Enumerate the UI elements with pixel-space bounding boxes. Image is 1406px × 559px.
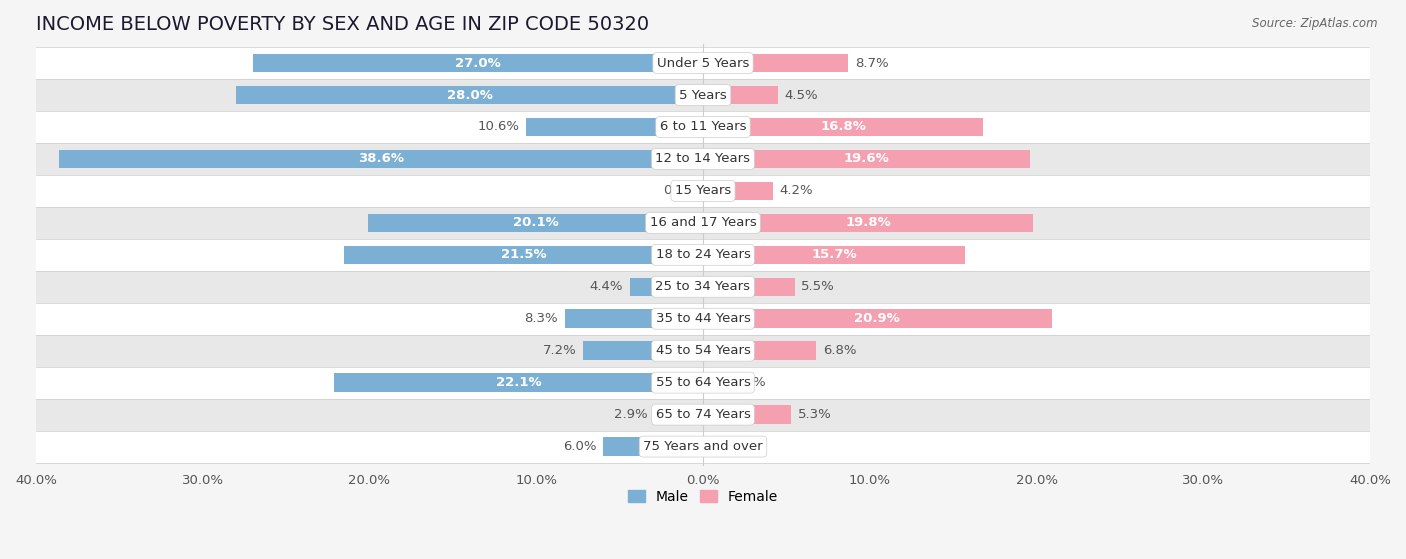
Bar: [37, 271, 1369, 303]
Bar: [236, 86, 703, 105]
Bar: [703, 373, 727, 392]
Text: 55 to 64 Years: 55 to 64 Years: [655, 376, 751, 389]
Text: 38.6%: 38.6%: [359, 153, 404, 165]
Text: 18 to 24 Years: 18 to 24 Years: [655, 248, 751, 261]
Bar: [565, 310, 703, 328]
Bar: [703, 86, 778, 105]
Bar: [37, 399, 1369, 430]
Bar: [37, 207, 1369, 239]
Text: 4.2%: 4.2%: [780, 184, 813, 197]
Text: 21.5%: 21.5%: [501, 248, 547, 261]
Bar: [37, 143, 1369, 175]
Bar: [37, 430, 1369, 462]
Text: 20.9%: 20.9%: [855, 312, 900, 325]
Bar: [630, 277, 703, 296]
Bar: [703, 310, 1052, 328]
Text: 25 to 34 Years: 25 to 34 Years: [655, 280, 751, 293]
Bar: [703, 342, 817, 360]
Text: 20.1%: 20.1%: [513, 216, 558, 229]
Text: 7.2%: 7.2%: [543, 344, 576, 357]
Text: 8.7%: 8.7%: [855, 56, 889, 69]
Bar: [526, 118, 703, 136]
Text: 65 to 74 Years: 65 to 74 Years: [655, 408, 751, 421]
Bar: [703, 277, 794, 296]
Text: 15.7%: 15.7%: [811, 248, 856, 261]
Bar: [583, 342, 703, 360]
Text: 22.1%: 22.1%: [496, 376, 541, 389]
Text: 35 to 44 Years: 35 to 44 Years: [655, 312, 751, 325]
Text: 6.0%: 6.0%: [562, 440, 596, 453]
Text: 1.4%: 1.4%: [733, 376, 766, 389]
Text: Source: ZipAtlas.com: Source: ZipAtlas.com: [1253, 17, 1378, 30]
Bar: [37, 79, 1369, 111]
Text: 19.8%: 19.8%: [845, 216, 891, 229]
Bar: [335, 373, 703, 392]
Bar: [37, 335, 1369, 367]
Bar: [37, 367, 1369, 399]
Bar: [37, 111, 1369, 143]
Text: 4.4%: 4.4%: [589, 280, 623, 293]
Text: 4.5%: 4.5%: [785, 88, 818, 102]
Bar: [703, 182, 773, 200]
Text: 28.0%: 28.0%: [447, 88, 492, 102]
Bar: [703, 405, 792, 424]
Bar: [703, 54, 848, 72]
Text: INCOME BELOW POVERTY BY SEX AND AGE IN ZIP CODE 50320: INCOME BELOW POVERTY BY SEX AND AGE IN Z…: [37, 15, 650, 34]
Bar: [368, 214, 703, 232]
Bar: [37, 175, 1369, 207]
Text: 75 Years and over: 75 Years and over: [643, 440, 763, 453]
Bar: [344, 245, 703, 264]
Bar: [253, 54, 703, 72]
Bar: [37, 303, 1369, 335]
Bar: [37, 47, 1369, 79]
Text: 0.0%: 0.0%: [662, 184, 696, 197]
Text: 5.3%: 5.3%: [799, 408, 832, 421]
Text: 6 to 11 Years: 6 to 11 Years: [659, 121, 747, 134]
Text: 16.8%: 16.8%: [820, 121, 866, 134]
Bar: [37, 239, 1369, 271]
Text: 27.0%: 27.0%: [456, 56, 501, 69]
Text: 10.6%: 10.6%: [478, 121, 520, 134]
Bar: [703, 150, 1029, 168]
Bar: [603, 437, 703, 456]
Text: 0.0%: 0.0%: [710, 440, 744, 453]
Text: 16 and 17 Years: 16 and 17 Years: [650, 216, 756, 229]
Text: 2.9%: 2.9%: [614, 408, 648, 421]
Text: Under 5 Years: Under 5 Years: [657, 56, 749, 69]
Text: 12 to 14 Years: 12 to 14 Years: [655, 153, 751, 165]
Bar: [703, 118, 983, 136]
Bar: [703, 245, 965, 264]
Text: 15 Years: 15 Years: [675, 184, 731, 197]
Text: 45 to 54 Years: 45 to 54 Years: [655, 344, 751, 357]
Text: 6.8%: 6.8%: [823, 344, 856, 357]
Legend: Male, Female: Male, Female: [623, 484, 783, 509]
Bar: [655, 405, 703, 424]
Text: 8.3%: 8.3%: [524, 312, 558, 325]
Text: 5 Years: 5 Years: [679, 88, 727, 102]
Bar: [59, 150, 703, 168]
Bar: [703, 214, 1033, 232]
Text: 19.6%: 19.6%: [844, 153, 890, 165]
Text: 5.5%: 5.5%: [801, 280, 835, 293]
